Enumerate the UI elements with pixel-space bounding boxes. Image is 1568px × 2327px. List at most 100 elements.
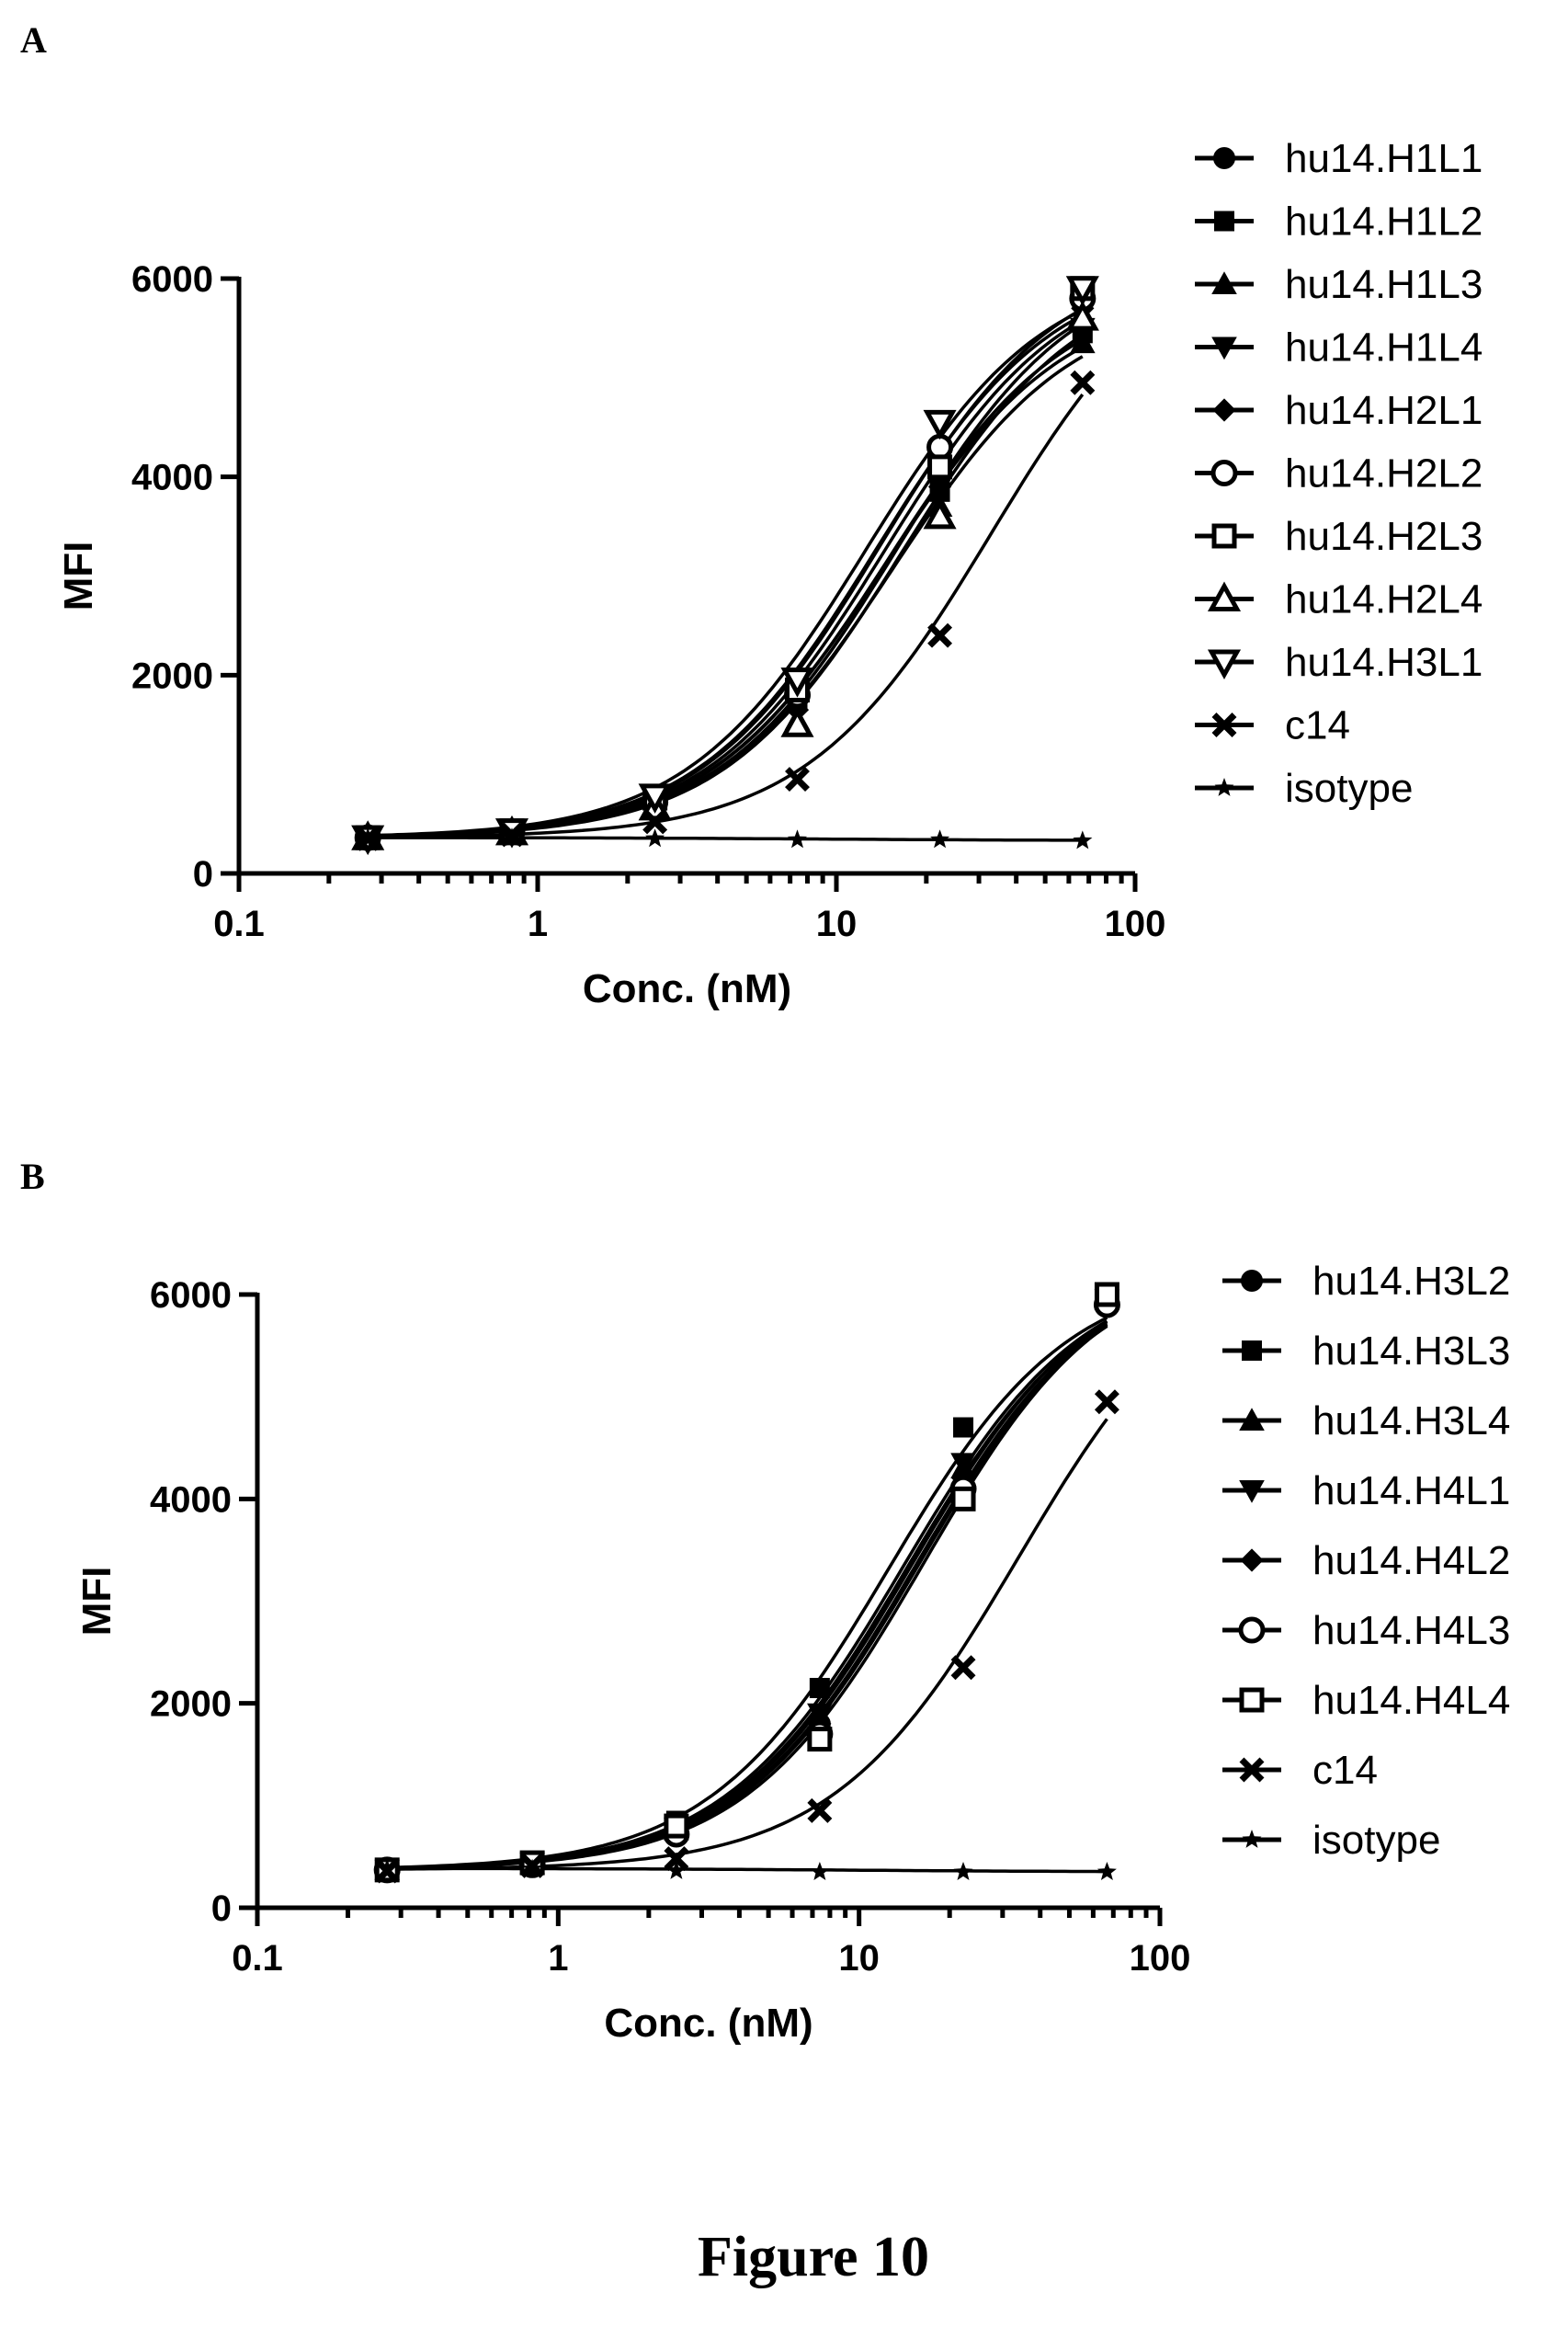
legend-marker — [1211, 523, 1237, 549]
y-tick-label: 4000 — [150, 1479, 232, 1520]
x-tick-label: 0.1 — [232, 1938, 283, 1979]
fit-curve-hu14-h3l1 — [368, 308, 1084, 838]
legend-label: hu14.H1L1 — [1285, 136, 1483, 181]
data-point-hu14-h3l1 — [1065, 276, 1099, 306]
legend: hu14.H3L2 hu14.H3L3 hu14.H3L4 hu14.H4L1 hu14… — [1222, 1259, 1510, 1863]
legend-marker — [1214, 211, 1234, 232]
legend-item: isotype — [1195, 766, 1413, 811]
data-point-c14 — [664, 1846, 689, 1872]
data-point-hu14-h4l1 — [950, 1453, 976, 1477]
data-point-c14 — [807, 1797, 833, 1823]
panel-letter: B — [20, 1156, 45, 1197]
data-points — [351, 276, 1099, 856]
data-point-c14 — [927, 622, 953, 648]
panel-letter: A — [20, 19, 47, 61]
legend-label: hu14.H3L3 — [1312, 1329, 1510, 1374]
y-axis-label: MFI — [74, 1567, 119, 1637]
legend-label: hu14.H2L3 — [1285, 514, 1483, 559]
legend-item: isotype — [1222, 1818, 1440, 1863]
legend-item: hu14.H3L4 — [1222, 1398, 1510, 1443]
data-point-hu14-h3l1 — [638, 783, 672, 814]
x-axis-label: Conc. (nM) — [583, 966, 791, 1011]
y-tick-label: 2000 — [150, 1684, 232, 1725]
legend-label: hu14.H4L2 — [1312, 1538, 1510, 1583]
legend-label: hu14.H4L1 — [1312, 1468, 1510, 1513]
legend-label: hu14.H2L4 — [1285, 577, 1483, 622]
legend-marker — [1239, 1687, 1265, 1713]
x-tick-label: 100 — [1130, 1938, 1191, 1979]
legend-item: hu14.H2L2 — [1195, 451, 1483, 496]
legend-marker — [1239, 1479, 1265, 1503]
figure-caption: Figure 10 — [698, 2226, 929, 2288]
data-point-c14 — [642, 809, 668, 835]
legend-marker — [1207, 581, 1242, 612]
legend-marker — [1211, 337, 1237, 360]
x-tick-label: 100 — [1105, 904, 1166, 944]
data-point-isotype — [522, 1858, 542, 1877]
data-point-isotype — [1096, 1862, 1117, 1880]
legend: hu14.H1L1 hu14.H1L2 hu14.H1L3 hu14.H1L4 hu14… — [1195, 136, 1483, 811]
legend-label: c14 — [1285, 703, 1350, 748]
y-tick-label: 4000 — [131, 458, 213, 498]
data-point-hu14-h2l1 — [927, 474, 952, 499]
legend-item: hu14.H1L3 — [1195, 262, 1483, 307]
legend-label: isotype — [1312, 1818, 1440, 1863]
legend-marker — [1211, 713, 1237, 737]
legend-marker — [1239, 1757, 1265, 1783]
x-tick-label: 1 — [528, 904, 548, 944]
data-point-hu14-h3l3 — [809, 1677, 830, 1698]
data-point-c14 — [950, 1655, 976, 1681]
legend-marker — [1242, 1830, 1262, 1848]
legend-marker — [1210, 460, 1238, 486]
data-point-isotype — [953, 1862, 973, 1880]
data-point-hu14-h4l4 — [950, 1486, 976, 1511]
data-point-isotype — [377, 1858, 397, 1877]
legend-item: hu14.H3L1 — [1195, 640, 1483, 685]
legend-label: hu14.H2L1 — [1285, 388, 1483, 433]
legend-marker — [1207, 649, 1242, 679]
data-point-hu14-h2l4 — [780, 707, 814, 737]
legend-label: hu14.H3L4 — [1312, 1398, 1510, 1443]
data-point-hu14-h4l4 — [807, 1727, 833, 1752]
x-tick-label: 0.1 — [213, 904, 265, 944]
chart-panel-a: A 0 2000 4000 6000 0.1 1 10 100 Conc. (nM) MFI hu14… — [20, 19, 1483, 1011]
fit-curve-hu14-h2l4 — [368, 333, 1084, 838]
legend-item: hu14.H2L3 — [1195, 514, 1483, 559]
y-tick-label: 0 — [211, 1888, 232, 1929]
data-point-hu14-h4l4 — [664, 1813, 689, 1839]
legend-label: hu14.H1L3 — [1285, 262, 1483, 307]
data-point-isotype — [930, 829, 950, 849]
data-point-hu14-h3l3 — [953, 1417, 974, 1438]
data-point-isotype — [666, 1860, 687, 1879]
data-point-isotype — [788, 829, 807, 849]
fit-curves — [387, 1316, 1108, 1874]
legend-label: hu14.H3L2 — [1312, 1259, 1510, 1304]
chart-panel-b: B 0 2000 4000 6000 0.1 1 10 100 Conc. (nM) MFI hu14… — [20, 1156, 1510, 2046]
data-point-c14 — [785, 767, 810, 793]
legend-marker — [1239, 1408, 1265, 1432]
legend-label: hu14.H4L3 — [1312, 1608, 1510, 1653]
data-point-hu14-h3l1 — [780, 667, 814, 698]
y-tick-label: 6000 — [150, 1275, 232, 1316]
data-point-isotype — [502, 827, 522, 847]
data-point-hu14-h4l4 — [1094, 1282, 1119, 1307]
legend-marker — [1238, 1616, 1266, 1644]
legend-marker — [1213, 147, 1235, 169]
legend-label: hu14.H1L4 — [1285, 325, 1483, 371]
data-point-isotype — [358, 827, 378, 847]
x-tick-label: 1 — [548, 1938, 568, 1979]
data-point-hu14-h2l4 — [923, 498, 957, 530]
fit-curve-c14 — [368, 394, 1085, 839]
fit-curve-isotype — [387, 1866, 1108, 1874]
legend-item: hu14.H3L2 — [1222, 1259, 1510, 1304]
x-tick-label: 10 — [838, 1938, 880, 1979]
legend-label: isotype — [1285, 766, 1413, 811]
legend-item: hu14.H1L1 — [1195, 136, 1483, 181]
legend-item: c14 — [1195, 703, 1350, 748]
legend-label: hu14.H3L1 — [1285, 640, 1483, 685]
data-point-hu14-h2l4 — [1065, 301, 1099, 331]
data-point-isotype — [1073, 830, 1093, 850]
legend-item: hu14.H4L2 — [1222, 1538, 1510, 1583]
legend-marker — [1240, 1548, 1264, 1572]
y-tick-label: 0 — [193, 854, 213, 895]
